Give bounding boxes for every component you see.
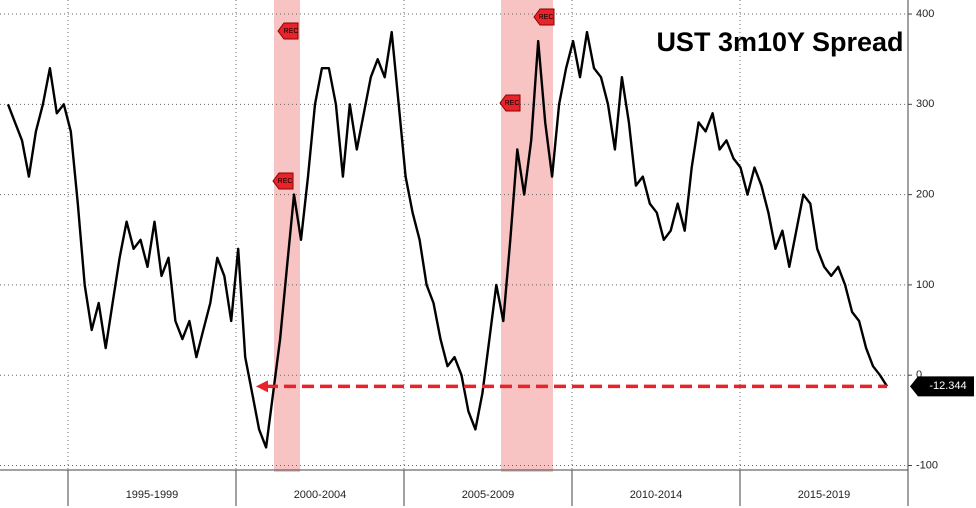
y-tick-label: 200 xyxy=(916,189,934,201)
rec-label: REC xyxy=(505,100,520,107)
rec-label: REC xyxy=(539,14,554,21)
recession-shade xyxy=(501,0,553,472)
rec-marker: REC xyxy=(499,94,521,112)
rec-marker: REC xyxy=(533,8,555,26)
rec-label: REC xyxy=(284,28,299,35)
arrow-head xyxy=(256,380,268,393)
grid xyxy=(0,0,912,506)
y-tick-label: 100 xyxy=(916,279,934,291)
x-band-label: 2010-2014 xyxy=(630,489,683,501)
x-band-label: 1995-1999 xyxy=(126,489,179,501)
rec-marker: REC xyxy=(272,172,294,190)
y-tick-label: 300 xyxy=(916,98,934,110)
rec-marker: REC xyxy=(277,22,299,40)
plot xyxy=(6,30,889,449)
y-tick-label: 0 xyxy=(916,369,922,381)
x-band-label: 2015-2019 xyxy=(798,489,851,501)
series-line xyxy=(6,30,889,449)
x-band-label: 2005-2009 xyxy=(462,489,515,501)
rec-label: REC xyxy=(278,178,293,185)
y-tick-label: 400 xyxy=(916,8,934,20)
rec-markers: REC REC REC REC xyxy=(272,8,555,190)
y-tick-label: -100 xyxy=(916,459,938,471)
last-value-label: -12.344 xyxy=(929,380,966,392)
last-value-box xyxy=(910,376,974,397)
chart-title: UST 3m10Y Spread xyxy=(656,27,903,57)
x-band-label: 2000-2004 xyxy=(294,489,347,501)
recession-shade xyxy=(274,0,300,472)
